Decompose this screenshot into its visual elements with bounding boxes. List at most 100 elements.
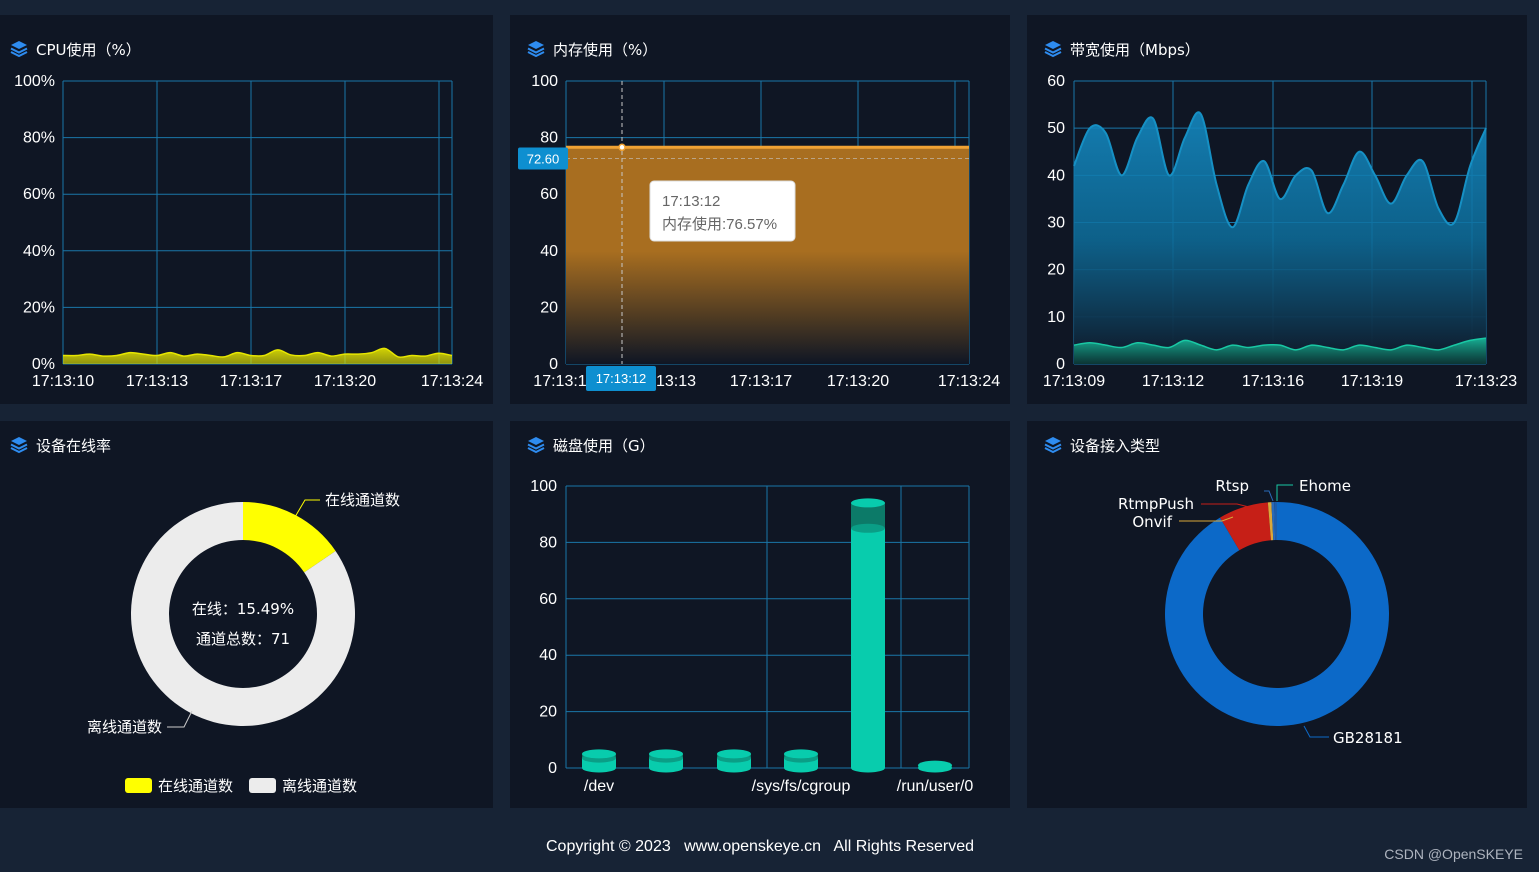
disk-bar-bottom-cap bbox=[717, 763, 751, 773]
cpu-chart[interactable]: 0% 20% 40% 60% 80% 100% 17:13:10 17:13:13 17:13:… bbox=[0, 15, 493, 404]
online-panel: 设备在线率 在线通道数 离线通道数 在线：15.49% 通道总数：71 在线通道数 离线通… bbox=[0, 421, 493, 808]
disk-bar-bottom-cap bbox=[784, 763, 818, 773]
mem-y-tick-label: 20 bbox=[540, 299, 558, 316]
legend-label-offline: 离线通道数 bbox=[282, 777, 357, 795]
disk-bar-bottom-cap bbox=[851, 763, 885, 773]
mem-pointer-dot bbox=[618, 143, 626, 152]
mem-x-tick-label: 17:13:20 bbox=[827, 373, 889, 390]
cpu-y-tick-label: 80% bbox=[23, 130, 55, 147]
cpu-line bbox=[62, 347, 453, 358]
bw-line-upstream bbox=[1073, 111, 1487, 229]
cpu-y-tick-label: 20% bbox=[23, 299, 55, 316]
mem-title-text: 内存使用（%） bbox=[553, 40, 658, 59]
disk-bar bbox=[784, 749, 818, 773]
cpu-x-tick-label: 17:13:20 bbox=[314, 373, 376, 390]
bw-y-tick-label: 50 bbox=[1047, 120, 1065, 137]
mem-panel: 内存使用（%） 0 20 40 60 80 100 17:13:1 13:13 17:13:17… bbox=[510, 15, 1010, 404]
gb-label-line bbox=[1303, 725, 1329, 738]
bw-x-tick-label: 17:13:12 bbox=[1142, 373, 1204, 390]
mem-y-tick-label: 60 bbox=[540, 186, 558, 203]
mem-x-tick-label: 17:13:1 bbox=[533, 373, 586, 390]
disk-x-tick-label: /dev bbox=[584, 778, 614, 795]
disk-bar-top-cap bbox=[582, 749, 616, 759]
mem-tooltip-box bbox=[649, 180, 796, 242]
disk-x-tick-label: /run/user/0 bbox=[897, 778, 974, 795]
layers-icon bbox=[1044, 41, 1062, 58]
bw-y-tick-label: 20 bbox=[1047, 262, 1065, 279]
bw-y-tick-label: 30 bbox=[1047, 215, 1065, 232]
disk-bar-top-cap bbox=[851, 498, 885, 508]
watermark-text: CSDN @OpenSKEYE bbox=[1384, 846, 1523, 862]
disk-bar bbox=[851, 498, 885, 773]
access-slice-gb28181 bbox=[1165, 502, 1389, 726]
bw-area-upstream bbox=[1074, 112, 1486, 364]
legend-label-online: 在线通道数 bbox=[158, 777, 233, 795]
mem-area bbox=[566, 147, 969, 364]
cpu-x-tick-label: 17:13:24 bbox=[421, 373, 483, 390]
disk-y-tick-label: 80 bbox=[539, 534, 557, 551]
mem-x-tick-label: 17:13:17 bbox=[730, 373, 792, 390]
disk-bar-used bbox=[649, 758, 683, 768]
legend-swatch-offline bbox=[249, 778, 276, 793]
mem-y-tick-label: 80 bbox=[540, 130, 558, 147]
gb-slice-label: GB28181 bbox=[1333, 729, 1403, 747]
layers-icon bbox=[1044, 437, 1062, 454]
rtsp-label-line bbox=[1264, 490, 1274, 502]
disk-bar-used bbox=[851, 528, 885, 768]
ehome-label-line bbox=[1276, 484, 1293, 501]
disk-panel: 磁盘使用（G） 0 20 40 60 80 100/dev/sys/fs/cgroup/r… bbox=[510, 421, 1010, 808]
disk-bar bbox=[649, 749, 683, 773]
bw-y-tick-label: 0 bbox=[1056, 356, 1065, 373]
disk-x-tick-label: /sys/fs/cgroup bbox=[752, 778, 851, 795]
disk-bar bbox=[918, 760, 952, 773]
access-panel-title: 设备接入类型 bbox=[1044, 435, 1160, 455]
bw-y-tick-label: 60 bbox=[1047, 73, 1065, 90]
mem-y-tick-label: 100 bbox=[531, 73, 558, 90]
disk-bar bbox=[582, 749, 616, 773]
disk-bar-top-cap bbox=[784, 749, 818, 759]
cpu-y-tick-label: 100% bbox=[14, 73, 55, 90]
mem-chart[interactable]: 0 20 40 60 80 100 17:13:1 13:13 17:13:17 17:13:20… bbox=[510, 15, 1010, 404]
online-slice-label: 在线通道数 bbox=[325, 491, 400, 509]
bw-panel: 带宽使用（Mbps） 0 10 20 30 40 50 60 17:13:09 17:13:12… bbox=[1027, 15, 1527, 404]
disk-y-tick-label: 40 bbox=[539, 647, 557, 664]
disk-bar-top-cap bbox=[717, 749, 751, 759]
cpu-y-tick-label: 0% bbox=[32, 356, 55, 373]
disk-bar-used bbox=[717, 758, 751, 768]
mem-x-tick-label: 17:13:24 bbox=[938, 373, 1000, 390]
online-title-text: 设备在线率 bbox=[36, 436, 112, 455]
copyright-text: Copyright © 2023 www.openskeye.cn All Ri… bbox=[546, 838, 974, 855]
offline-slice-label: 离线通道数 bbox=[87, 718, 162, 736]
ehome-slice-label: Ehome bbox=[1299, 477, 1351, 495]
online-slice-offline bbox=[130, 502, 355, 726]
disk-bar-top-cap bbox=[918, 760, 952, 770]
disk-panel-title: 磁盘使用（G） bbox=[527, 435, 655, 455]
footer: Copyright © 2023 www.openskeye.cn All Ri… bbox=[0, 808, 1539, 872]
mem-y-tick-label: 0 bbox=[549, 356, 558, 373]
layers-icon bbox=[527, 437, 545, 454]
mem-pointer-y-badge bbox=[518, 147, 568, 170]
rtsp-slice-label: Rtsp bbox=[1215, 477, 1249, 495]
bw-line-downstream bbox=[1073, 337, 1487, 351]
access-panel: 设备接入类型 GB28181 Onvif RtmpPush Rtsp Ehome bbox=[1027, 421, 1527, 808]
disk-title-text: 磁盘使用（G） bbox=[553, 436, 655, 455]
cpu-y-tick-label: 60% bbox=[23, 186, 55, 203]
rtmppush-slice-label: RtmpPush bbox=[1118, 495, 1194, 513]
mem-tooltip-value: 内存使用:76.57% bbox=[662, 216, 777, 233]
disk-bar-top-cap bbox=[649, 749, 683, 759]
mem-x-tick-label: 13:13 bbox=[656, 373, 696, 390]
bw-y-tick-label: 40 bbox=[1047, 167, 1065, 184]
mem-pointer-x-label: 17:13:12 bbox=[596, 371, 647, 386]
disk-bar-bottom-cap bbox=[582, 763, 616, 773]
cpu-x-tick-label: 17:13:17 bbox=[220, 373, 282, 390]
bw-x-tick-label: 17:13:09 bbox=[1043, 373, 1105, 390]
cpu-x-tick-label: 17:13:13 bbox=[126, 373, 188, 390]
online-slice-online bbox=[243, 502, 336, 573]
bw-chart[interactable]: 0 10 20 30 40 50 60 17:13:09 17:13:12 17:13:16 17:… bbox=[1027, 15, 1527, 404]
disk-chart[interactable]: 0 20 40 60 80 100/dev/sys/fs/cgroup/run/user/… bbox=[510, 421, 1010, 808]
legend-swatch-online bbox=[125, 778, 152, 793]
mem-pointer-y-label: 72.60 bbox=[527, 152, 560, 167]
access-slice-onvif bbox=[1219, 502, 1271, 551]
